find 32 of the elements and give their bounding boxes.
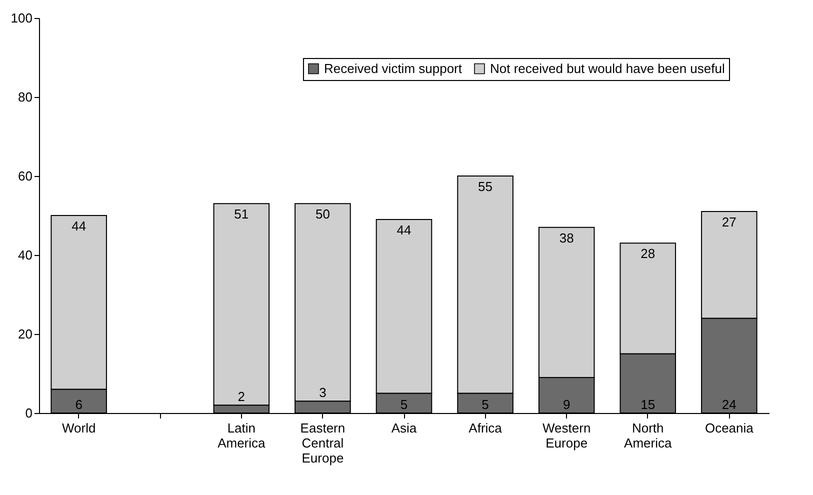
x-tick-label: Oceania [704,420,754,436]
x-tick-label: Eastern Central Europe [300,420,346,466]
data-label: 28 [640,246,656,262]
data-label: 3 [319,385,326,400]
data-label: 6 [75,397,82,412]
x-tick-label: Africa [468,420,503,436]
data-label: 38 [559,230,574,246]
legend-label: Not received but would have been useful [490,60,725,76]
x-tick-label: North America [624,420,672,450]
x-tick-label: Latin America [218,420,266,450]
data-label: 51 [234,206,249,222]
data-label: 24 [722,397,736,412]
x-tick-label: Asia [391,420,418,436]
data-label: 50 [315,206,330,222]
y-tick-label: 20 [18,326,32,342]
x-tick-label: Western Europe [542,420,591,450]
x-tick-label: World [62,420,96,436]
data-label: 44 [72,218,86,234]
y-tick-label: 60 [18,168,32,184]
legend-label: Received victim support [324,60,462,76]
y-tick-label: 0 [25,406,32,420]
data-label: 9 [562,397,570,412]
data-label: 5 [400,397,408,412]
data-label: 15 [640,397,656,412]
data-label: 44 [396,222,412,238]
data-label: 27 [722,214,736,230]
data-label: 2 [238,389,246,404]
y-tick-label: 100 [10,10,32,26]
data-label: 55 [478,179,493,194]
y-tick-label: 80 [18,90,32,104]
y-tick-label: 40 [18,248,32,262]
data-label: 5 [482,397,489,412]
